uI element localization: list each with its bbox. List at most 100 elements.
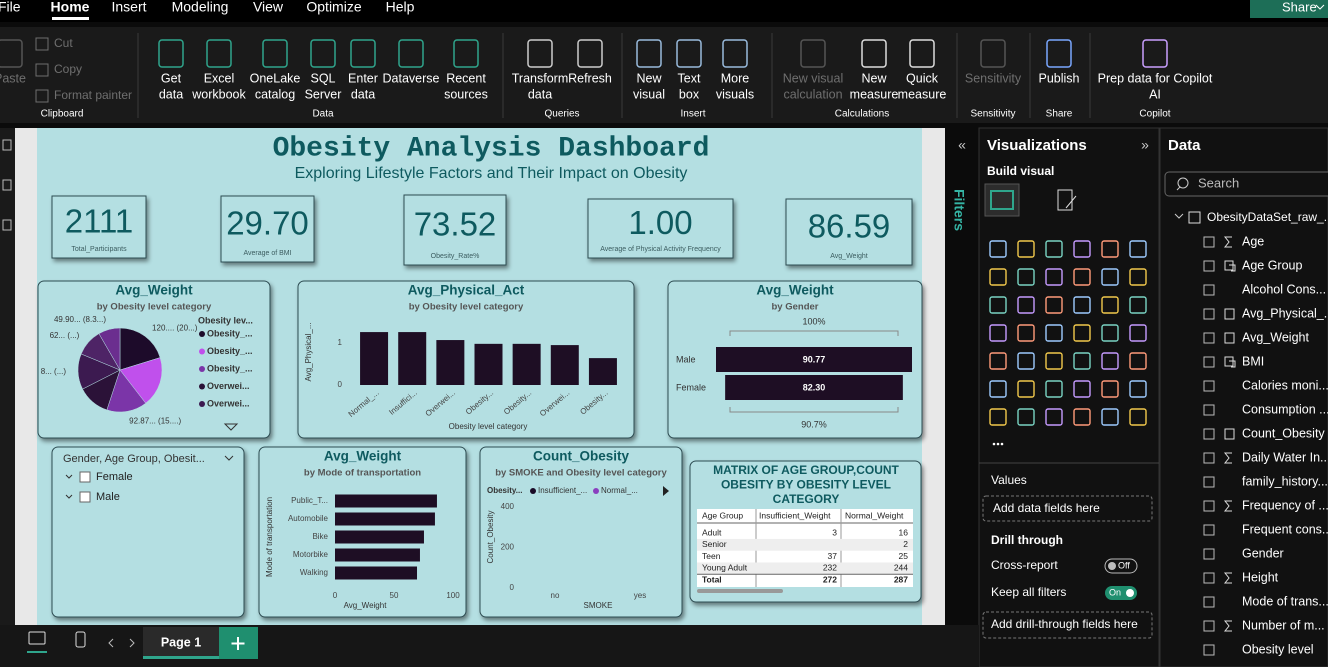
field-checkbox[interactable]	[1203, 308, 1215, 320]
toggle[interactable]	[1104, 558, 1138, 574]
visual-type-icon[interactable]	[1017, 240, 1035, 258]
collapse-icon[interactable]: «	[958, 137, 966, 153]
expand-chevron[interactable]	[1174, 213, 1184, 219]
ribbon-icon[interactable]	[158, 39, 184, 68]
ribbon-icon[interactable]	[206, 39, 232, 68]
visual-type-icon[interactable]	[1045, 324, 1063, 342]
field-name[interactable]: Count_Obesity	[1242, 426, 1325, 440]
visual-type-icon[interactable]	[1073, 352, 1091, 370]
ribbon-icon[interactable]	[577, 39, 603, 68]
field-checkbox[interactable]	[1203, 332, 1215, 344]
ribbon-button-label[interactable]: Dataverse	[383, 71, 440, 85]
ribbon-icon[interactable]	[527, 39, 553, 68]
desktop-view-icon[interactable]	[28, 631, 46, 645]
visual-type-icon[interactable]	[989, 324, 1007, 342]
ribbon-button-label[interactable]: calculation	[783, 87, 842, 101]
visual-type-icon[interactable]	[1129, 408, 1147, 426]
visual-type-icon[interactable]	[1017, 352, 1035, 370]
field-checkbox[interactable]	[1203, 476, 1215, 488]
ribbon-button-label[interactable]: measure	[850, 87, 899, 101]
visual-type-icon[interactable]	[1073, 296, 1091, 314]
ribbon-button-label[interactable]: sources	[444, 87, 488, 101]
visual-type-icon[interactable]	[1129, 324, 1147, 342]
visual-type-icon[interactable]	[1129, 240, 1147, 258]
field-checkbox[interactable]	[1203, 596, 1215, 608]
page-tab-label[interactable]: Page 1	[161, 635, 201, 649]
ribbon-button-label[interactable]: Publish	[1039, 71, 1080, 85]
field-name[interactable]: Number of m...	[1242, 618, 1325, 632]
mobile-view-icon[interactable]	[75, 631, 86, 648]
menu-tab[interactable]: Optimize	[306, 0, 361, 15]
small-icon[interactable]	[35, 63, 49, 77]
menu-tab[interactable]: File	[0, 0, 21, 15]
drop-well[interactable]	[982, 611, 1153, 639]
menu-tab[interactable]: Help	[386, 0, 415, 15]
ribbon-button-label[interactable]: New visual	[783, 71, 843, 85]
field-name[interactable]: Obesity level	[1242, 642, 1314, 656]
field-checkbox[interactable]	[1203, 356, 1215, 368]
ribbon-icon[interactable]	[861, 39, 887, 68]
visual-type-icon[interactable]	[1045, 352, 1063, 370]
ribbon-button-label[interactable]: Format painter	[54, 88, 132, 102]
ribbon-button-label[interactable]: New	[636, 71, 662, 85]
expand-chevron[interactable]	[65, 474, 73, 479]
visual-type-icon[interactable]	[1129, 268, 1147, 286]
field-name[interactable]: Alcohol Cons...	[1242, 282, 1326, 296]
legend-scroll-arrow[interactable]	[223, 423, 239, 431]
visual-type-icon[interactable]	[1045, 240, 1063, 258]
ribbon-button-label[interactable]: Text	[678, 71, 701, 85]
field-name[interactable]: Consumption ...	[1242, 402, 1328, 416]
field-name[interactable]: family_history...	[1242, 474, 1328, 488]
visual-type-icon[interactable]	[989, 408, 1007, 426]
slicer-item[interactable]: Female	[96, 471, 133, 483]
visual-type-icon[interactable]	[1073, 408, 1091, 426]
visual-type-icon[interactable]	[1101, 352, 1119, 370]
ribbon-button-label[interactable]: Copy	[54, 62, 82, 76]
table-name[interactable]: ObesityDataSet_raw_...	[1207, 210, 1328, 224]
visual-type-icon[interactable]	[1017, 296, 1035, 314]
field-name[interactable]: Age Group	[1242, 258, 1303, 272]
format-visual-icon[interactable]	[1057, 189, 1077, 211]
field-name[interactable]: Daily Water In...	[1242, 450, 1328, 464]
field-checkbox[interactable]	[1203, 524, 1215, 536]
field-name[interactable]: Frequent cons...	[1242, 522, 1328, 536]
page-tab[interactable]	[143, 627, 229, 659]
slicer-item[interactable]: Male	[96, 491, 120, 503]
visual-type-icon[interactable]	[989, 268, 1007, 286]
visual-type-icon[interactable]	[1017, 408, 1035, 426]
filters-label[interactable]: Filters	[951, 189, 967, 231]
field-name[interactable]: Mode of trans...	[1242, 594, 1328, 608]
visual-type-icon[interactable]	[989, 240, 1007, 258]
ribbon-icon[interactable]	[350, 39, 376, 68]
ribbon-button-label[interactable]: Refresh	[568, 71, 612, 85]
ribbon-icon[interactable]	[1142, 39, 1168, 68]
menu-tab[interactable]: View	[253, 0, 284, 15]
field-checkbox[interactable]	[1203, 260, 1215, 272]
visual-type-icon[interactable]	[1073, 380, 1091, 398]
ribbon-button-label[interactable]: visual	[633, 87, 665, 101]
ribbon-button-label[interactable]: AI	[1149, 87, 1161, 101]
visual-type-icon[interactable]	[1073, 240, 1091, 258]
menu-tab[interactable]: Home	[51, 0, 90, 15]
field-checkbox[interactable]	[1203, 452, 1215, 464]
ribbon-button-label[interactable]: Recent	[446, 71, 486, 85]
ribbon-icon[interactable]	[262, 39, 288, 68]
ribbon-button-label[interactable]: box	[679, 87, 700, 101]
field-checkbox[interactable]	[1203, 644, 1215, 656]
ribbon-button-label[interactable]: Excel	[204, 71, 235, 85]
visual-type-icon[interactable]	[1101, 296, 1119, 314]
ribbon-icon[interactable]	[676, 39, 702, 68]
search-box[interactable]	[1164, 171, 1328, 197]
ribbon-button-label[interactable]: Server	[305, 87, 342, 101]
field-checkbox[interactable]	[1203, 572, 1215, 584]
drop-well[interactable]	[982, 495, 1153, 522]
visual-type-icon[interactable]	[1129, 352, 1147, 370]
expand-chevron[interactable]	[65, 494, 73, 499]
slicer-checkbox[interactable]	[79, 471, 91, 483]
ribbon-button-label[interactable]: OneLake	[250, 71, 301, 85]
ribbon-icon[interactable]	[980, 39, 1006, 68]
slicer-checkbox[interactable]	[79, 491, 91, 503]
field-checkbox[interactable]	[1203, 428, 1215, 440]
ribbon-button-label[interactable]: Get	[161, 71, 182, 85]
ribbon-icon[interactable]	[398, 39, 424, 68]
